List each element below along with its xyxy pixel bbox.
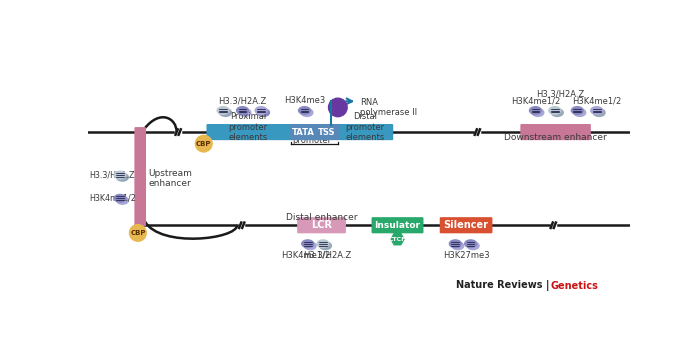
Ellipse shape [237, 107, 248, 114]
Text: Distal enhancer: Distal enhancer [286, 213, 357, 222]
Ellipse shape [549, 107, 561, 114]
Ellipse shape [301, 109, 313, 116]
Text: H3.3/H2A.Z: H3.3/H2A.Z [536, 90, 584, 99]
Text: LCR: LCR [311, 220, 332, 230]
Ellipse shape [217, 107, 229, 114]
FancyBboxPatch shape [520, 124, 591, 140]
Text: Downstream enhancer: Downstream enhancer [504, 133, 607, 142]
Text: Upstream
enhancer: Upstream enhancer [148, 169, 193, 188]
Text: Proximal
promoter
elements: Proximal promoter elements [228, 112, 267, 142]
Ellipse shape [328, 98, 347, 117]
FancyBboxPatch shape [297, 217, 346, 233]
Ellipse shape [117, 174, 128, 181]
Text: Silencer: Silencer [444, 220, 489, 230]
Ellipse shape [319, 242, 331, 250]
Text: RNA
polymerase II: RNA polymerase II [360, 98, 417, 117]
Text: H3K4me1/2: H3K4me1/2 [281, 251, 330, 260]
Ellipse shape [220, 109, 232, 116]
Ellipse shape [114, 194, 126, 202]
FancyBboxPatch shape [337, 124, 393, 140]
FancyBboxPatch shape [372, 217, 424, 233]
Ellipse shape [449, 240, 461, 248]
Text: H3K27me3: H3K27me3 [443, 251, 489, 260]
Ellipse shape [302, 240, 314, 248]
Text: TATA: TATA [293, 128, 315, 136]
FancyBboxPatch shape [440, 217, 492, 233]
FancyBboxPatch shape [315, 124, 339, 140]
FancyBboxPatch shape [290, 124, 317, 140]
Ellipse shape [114, 172, 126, 179]
Text: H3K4me1/2: H3K4me1/2 [89, 194, 136, 203]
Ellipse shape [574, 109, 586, 116]
Text: H3.3/H2A.Z: H3.3/H2A.Z [304, 251, 352, 260]
Text: Genetics: Genetics [551, 281, 598, 291]
Ellipse shape [317, 240, 329, 248]
Text: H3.3/H2A.Z: H3.3/H2A.Z [89, 171, 134, 180]
Text: CBP: CBP [130, 230, 146, 236]
Ellipse shape [299, 107, 310, 114]
FancyBboxPatch shape [206, 124, 293, 140]
Text: Distal
promoter
elements: Distal promoter elements [345, 112, 384, 142]
FancyBboxPatch shape [134, 127, 146, 226]
Text: Nature Reviews |: Nature Reviews | [456, 280, 550, 291]
Text: H3K4me1/2: H3K4me1/2 [511, 97, 560, 106]
Text: H3K4me3: H3K4me3 [284, 96, 325, 105]
Text: CTCF: CTCF [389, 237, 406, 242]
Ellipse shape [304, 242, 316, 250]
Ellipse shape [452, 242, 463, 250]
Ellipse shape [593, 109, 605, 116]
Ellipse shape [465, 240, 477, 248]
Ellipse shape [532, 109, 544, 116]
Ellipse shape [467, 242, 479, 250]
Text: CBP: CBP [196, 141, 211, 147]
Ellipse shape [256, 107, 267, 114]
Text: Core
promoter: Core promoter [293, 126, 332, 145]
Text: H3K4me1/2: H3K4me1/2 [572, 97, 622, 106]
Ellipse shape [258, 109, 270, 116]
Circle shape [129, 224, 147, 242]
Ellipse shape [571, 107, 583, 114]
Ellipse shape [117, 196, 128, 204]
Text: TSS: TSS [318, 128, 336, 136]
Ellipse shape [552, 109, 564, 116]
Ellipse shape [529, 107, 541, 114]
Text: H3.3/H2A.Z: H3.3/H2A.Z [218, 97, 267, 106]
Circle shape [195, 134, 213, 153]
Ellipse shape [591, 107, 603, 114]
Text: Insulator: Insulator [374, 221, 421, 230]
Ellipse shape [239, 109, 251, 116]
